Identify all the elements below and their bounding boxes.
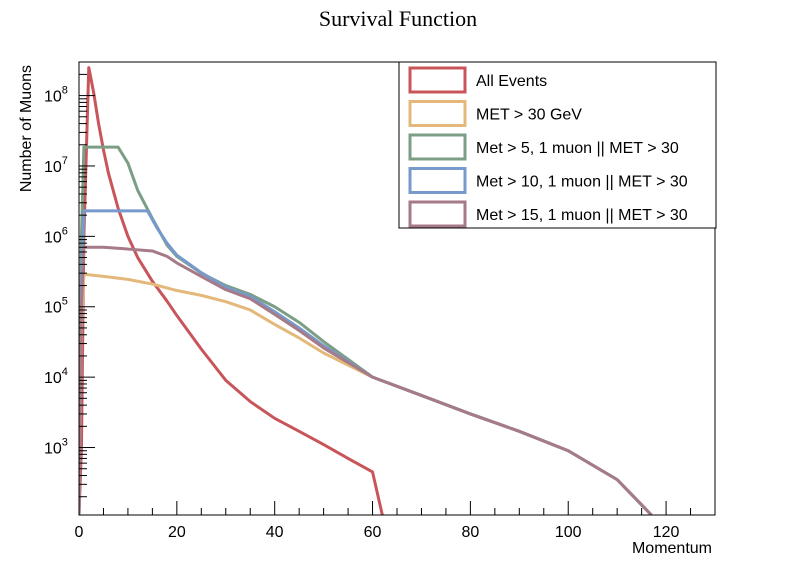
series-layer: [79, 66, 653, 515]
legend-swatch: [408, 66, 467, 94]
x-tick-label: 80: [461, 524, 479, 541]
x-tick-label: 20: [168, 524, 186, 541]
legend-entry: Met > 10, 1 muon || MET > 30: [476, 174, 688, 191]
series-line-5: [79, 245, 653, 515]
legend-entry: MET > 30 GeV: [476, 107, 582, 124]
y-tick-label: 103: [44, 437, 68, 458]
legend-swatch: [408, 100, 467, 127]
y-tick-label: 106: [44, 225, 68, 246]
y-axis-label: Number of Muons: [18, 65, 35, 192]
x-tick-label: 40: [266, 524, 284, 541]
y-tick-label: 105: [44, 296, 68, 317]
legend-swatch: [408, 133, 467, 161]
axes-layer: 0 20 40 60 80 100 120 103 104 105 106 107 108: [44, 61, 716, 541]
x-tick-label: 0: [75, 524, 84, 541]
legend-box: [398, 61, 717, 229]
series-line-1: [79, 66, 384, 515]
legend-swatch: [408, 200, 467, 228]
x-tick-label: 120: [653, 524, 680, 541]
legend-swatch: [408, 167, 467, 194]
x-tick-label: 100: [555, 524, 582, 541]
legend: All Events MET > 30 GeV Met > 5, 1 muon ||…: [398, 61, 717, 229]
x-axis-label: Momentum: [632, 540, 712, 557]
chart-title: Survival Function: [319, 6, 477, 31]
y-tick-label: 104: [44, 366, 68, 387]
y-tick-label: 108: [44, 85, 68, 106]
legend-entry: Met > 15, 1 muon || MET > 30: [476, 207, 688, 224]
legend-entry: Met > 5, 1 muon || MET > 30: [476, 140, 679, 157]
x-tick-label: 60: [364, 524, 382, 541]
y-tick-label: 107: [44, 155, 68, 176]
legend-entry: All Events: [476, 73, 547, 90]
